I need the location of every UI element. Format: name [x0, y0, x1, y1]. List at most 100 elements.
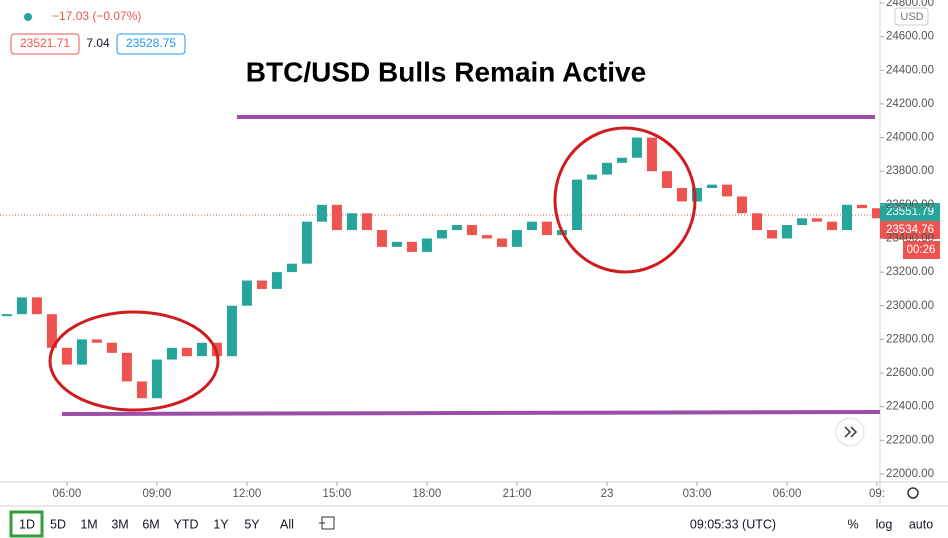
candle	[496, 238, 507, 247]
y-tick-label: 24200.00	[886, 98, 934, 110]
status-dot	[24, 13, 32, 21]
range-button[interactable]: 1M	[80, 517, 97, 531]
date-range-icon[interactable]	[319, 516, 335, 530]
candle	[16, 297, 27, 315]
range-button[interactable]: 1D	[19, 517, 35, 531]
x-tick-label: 18:00	[413, 488, 442, 500]
candle	[781, 225, 792, 239]
bid[interactable]: 23521.71	[20, 36, 70, 50]
candle	[466, 225, 477, 236]
range-button[interactable]: All	[280, 517, 294, 531]
candle	[121, 352, 132, 382]
x-tick-label: 23	[601, 488, 614, 500]
candle	[586, 174, 597, 180]
candle	[346, 213, 357, 231]
candle	[616, 157, 627, 163]
candle	[391, 241, 402, 247]
candle	[856, 204, 867, 209]
range-toolbar: 1D 5D 1M 3M 6M YTD 1Y 5Y All	[19, 517, 294, 531]
range-button[interactable]: 3M	[111, 517, 128, 531]
candle	[676, 188, 687, 202]
currency-box[interactable]	[894, 7, 929, 26]
support-line	[61, 410, 881, 416]
x-tick-label: 21:00	[503, 488, 532, 500]
candle	[706, 184, 717, 189]
candle	[76, 339, 87, 365]
candle	[136, 381, 147, 399]
range-button[interactable]: 6M	[142, 517, 159, 531]
candle	[181, 347, 192, 357]
x-tick-label: 09:	[869, 488, 885, 500]
candle	[1, 314, 12, 317]
y-tick-label: 24000.00	[886, 132, 934, 144]
range-button[interactable]: 5Y	[244, 517, 260, 531]
scroll-icon[interactable]	[844, 426, 858, 438]
log-toggle[interactable]: log	[876, 517, 893, 531]
candle	[376, 230, 387, 247]
candle	[271, 272, 282, 289]
candle	[46, 314, 57, 348]
candle	[736, 196, 747, 214]
ask[interactable]: 23528.75	[126, 36, 176, 50]
current-price: 23534.76	[886, 224, 934, 236]
candle	[421, 238, 432, 252]
ask-box[interactable]	[116, 33, 186, 55]
candle	[301, 221, 312, 264]
countdown: 00:26	[907, 244, 936, 256]
axes: 22000.00 22200.00 22400.00 22600.00 22800.00…	[53, 0, 934, 500]
y-tick-label: 22200.00	[886, 434, 934, 446]
y-tick-label: 22800.00	[886, 333, 934, 345]
candle	[196, 342, 207, 357]
last-price-tag	[880, 203, 940, 221]
auto-toggle[interactable]: auto	[909, 517, 933, 531]
y-tick-label: 24600.00	[886, 31, 934, 43]
y-tick-label: 22000.00	[886, 468, 934, 480]
x-tick-label: 06:00	[53, 488, 82, 500]
range-button[interactable]: 5D	[50, 517, 66, 531]
x-tick-label: 12:00	[233, 488, 262, 500]
candle	[796, 218, 807, 226]
range-selected[interactable]	[9, 510, 44, 538]
percent-toggle[interactable]: %	[847, 517, 858, 531]
candle	[571, 179, 582, 231]
candle	[721, 184, 732, 197]
x-tick-label: 15:00	[323, 488, 352, 500]
bid-box[interactable]	[10, 33, 80, 55]
y-tick-label: 22600.00	[886, 367, 934, 379]
last-price: 23551.79	[886, 206, 934, 218]
candle	[691, 188, 702, 202]
candle	[601, 162, 612, 175]
range-button[interactable]: 1Y	[213, 517, 229, 531]
y-tick-label: 23400.00	[886, 233, 934, 245]
candle	[91, 339, 102, 343]
candle	[526, 221, 537, 231]
candle	[151, 359, 162, 399]
x-tick-label: 03:00	[683, 488, 712, 500]
candle	[871, 208, 882, 219]
candle	[766, 230, 777, 239]
candle	[646, 137, 657, 172]
y-tick-label: 23600.00	[886, 199, 934, 211]
range-button[interactable]: YTD	[174, 517, 199, 531]
candle	[226, 305, 237, 357]
candle	[166, 347, 177, 360]
candle	[826, 221, 837, 231]
highlight-ellipse	[553, 126, 697, 274]
chart-title: BTC/USD Bulls Remain Active	[246, 56, 646, 87]
candle	[406, 241, 417, 252]
candle	[841, 204, 852, 231]
x-tick-label: 09:00	[143, 488, 172, 500]
candle	[451, 225, 462, 231]
settings-icon[interactable]	[907, 487, 919, 499]
candle	[751, 213, 762, 231]
candle	[331, 204, 342, 231]
y-tick-label: 23000.00	[886, 300, 934, 312]
candle	[31, 297, 42, 315]
highlight-ellipse	[48, 310, 220, 412]
spread: 7.04	[86, 36, 110, 50]
currency[interactable]: USD	[900, 11, 923, 23]
candle	[61, 347, 72, 365]
candle	[316, 204, 327, 222]
